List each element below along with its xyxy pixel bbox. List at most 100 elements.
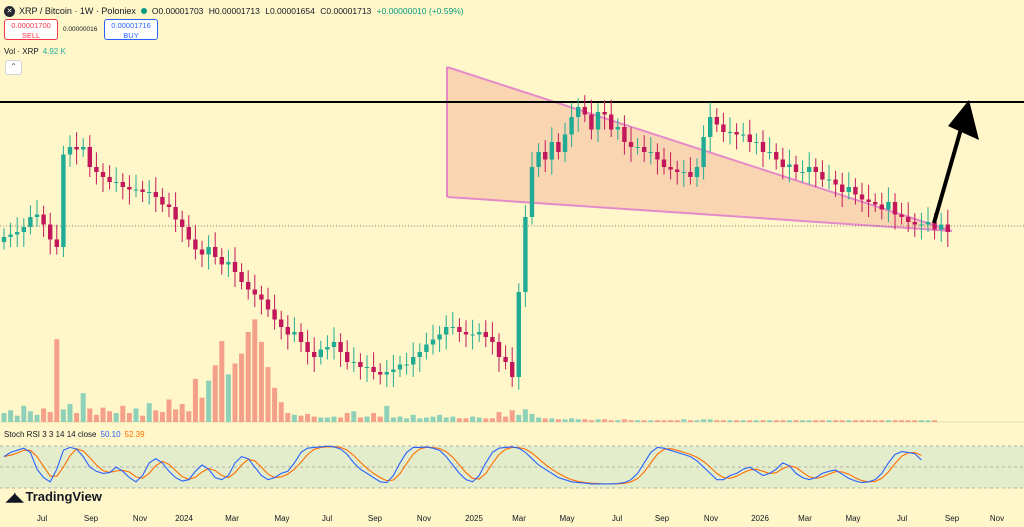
- candle: [622, 115, 627, 155]
- volume-bar: [833, 420, 839, 422]
- candle: [166, 192, 172, 217]
- candle: [371, 352, 376, 380]
- candle: [470, 319, 475, 350]
- stoch-rsi-label: Stoch RSI 3 3 14 14 close: [4, 430, 97, 439]
- volume-bar: [291, 414, 297, 422]
- volume-bar: [206, 380, 212, 422]
- volume-bar: [628, 420, 634, 422]
- candle: [694, 158, 700, 187]
- candle: [549, 127, 554, 175]
- volume-bar: [483, 418, 489, 422]
- candle: [378, 363, 383, 385]
- x-axis: Jul Sep Nov 2024 Mar May Jul Sep Nov 2025 Mar May Ju…: [37, 514, 1004, 523]
- candle: [727, 117, 733, 145]
- candle: [589, 99, 594, 140]
- volume-bar: [727, 420, 733, 422]
- volume-bar: [509, 410, 515, 422]
- candle: [384, 360, 389, 387]
- candle: [28, 205, 33, 235]
- candle: [503, 345, 508, 370]
- volume-bar: [272, 387, 278, 422]
- x-axis-tick-label: Mar: [798, 514, 812, 523]
- buy-button[interactable]: 0.00001716 BUY: [104, 19, 158, 40]
- x-axis-tick-label: Sep: [84, 514, 99, 523]
- volume-bar: [404, 418, 410, 422]
- candle: [463, 320, 469, 347]
- candle: [87, 135, 92, 177]
- x-axis-tick-label: Sep: [655, 514, 670, 523]
- candle: [721, 112, 726, 142]
- volume-bar: [173, 409, 179, 422]
- candle: [628, 127, 634, 162]
- candle: [437, 325, 442, 352]
- candle: [67, 135, 73, 167]
- volume-bar: [232, 363, 238, 422]
- volume-bar: [278, 402, 284, 422]
- candle: [219, 248, 224, 275]
- x-axis-tick-label: Sep: [368, 514, 383, 523]
- volume-bar: [186, 411, 192, 422]
- volume-bar: [912, 420, 918, 422]
- volume-bar: [687, 420, 693, 422]
- candle: [292, 317, 297, 342]
- candle: [688, 157, 693, 185]
- candle: [140, 180, 145, 202]
- volume-bar: [159, 412, 165, 422]
- candle: [21, 218, 26, 247]
- volume-bar: [932, 420, 938, 422]
- candle: [939, 212, 944, 242]
- chevron-up-icon[interactable]: ⌃: [5, 60, 22, 75]
- candle: [391, 354, 396, 387]
- volume-bar: [192, 378, 198, 422]
- volume-bar: [390, 417, 396, 422]
- tradingview-branding[interactable]: ◢◣ TradingView: [6, 489, 102, 504]
- candle: [404, 352, 409, 375]
- candle: [61, 145, 66, 257]
- volume-bar: [47, 412, 53, 422]
- x-axis-tick-label: Jul: [322, 514, 332, 523]
- candle: [879, 192, 884, 220]
- candle: [747, 119, 752, 152]
- candle: [635, 138, 640, 155]
- volume-bar: [879, 420, 885, 422]
- volume-bar: [14, 415, 20, 422]
- volume-bar: [27, 411, 33, 422]
- symbol-title[interactable]: XRP / Bitcoin · 1W · Poloniex: [19, 6, 136, 16]
- x-axis-tick-label: May: [845, 514, 860, 523]
- x-axis-tick-label: Nov: [133, 514, 147, 523]
- high-value: H0.00001713: [208, 6, 260, 16]
- candle: [708, 102, 713, 152]
- candle: [34, 199, 40, 227]
- candle: [193, 224, 198, 260]
- candle: [94, 152, 99, 185]
- candle: [74, 132, 79, 165]
- candle: [648, 137, 653, 165]
- volume-bar: [654, 420, 660, 422]
- stoch-k-line: [3, 445, 922, 485]
- candle: [529, 152, 535, 225]
- candle: [206, 235, 211, 270]
- candle: [609, 99, 614, 137]
- volume-bar: [41, 408, 47, 422]
- volume-bar: [582, 419, 588, 422]
- volume-bar: [100, 407, 106, 422]
- candle: [133, 174, 139, 197]
- candle: [661, 147, 667, 175]
- candle: [252, 274, 257, 307]
- volume-bar: [397, 416, 403, 422]
- volume-bar: [674, 420, 680, 422]
- candle: [741, 122, 746, 142]
- stoch-k-value: 50.10: [100, 430, 121, 439]
- candle: [424, 332, 429, 360]
- candle: [853, 178, 858, 205]
- volume-bar: [681, 419, 687, 422]
- volume-bar: [8, 410, 14, 422]
- sell-button[interactable]: 0.00001700 SELL: [4, 19, 58, 40]
- volume-bar: [503, 416, 509, 422]
- volume-bar: [760, 420, 766, 422]
- volume-bar: [813, 420, 819, 422]
- candle: [820, 160, 825, 187]
- candle: [265, 287, 271, 317]
- volume-bar: [555, 419, 561, 422]
